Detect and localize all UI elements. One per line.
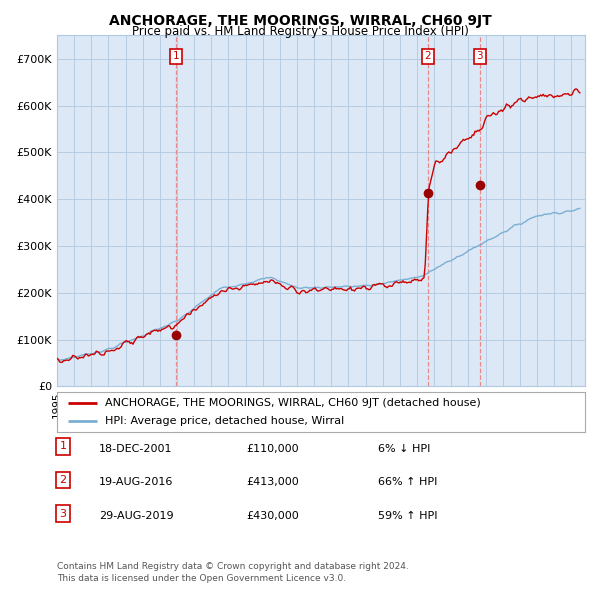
Text: ANCHORAGE, THE MOORINGS, WIRRAL, CH60 9JT (detached house): ANCHORAGE, THE MOORINGS, WIRRAL, CH60 9J… (104, 398, 480, 408)
Text: Contains HM Land Registry data © Crown copyright and database right 2024.: Contains HM Land Registry data © Crown c… (57, 562, 409, 571)
Text: 18-DEC-2001: 18-DEC-2001 (99, 444, 173, 454)
Text: £430,000: £430,000 (246, 511, 299, 521)
Text: 6% ↓ HPI: 6% ↓ HPI (378, 444, 430, 454)
Text: HPI: Average price, detached house, Wirral: HPI: Average price, detached house, Wirr… (104, 416, 344, 426)
Text: 1: 1 (59, 441, 67, 451)
Text: 29-AUG-2019: 29-AUG-2019 (99, 511, 173, 521)
Text: 66% ↑ HPI: 66% ↑ HPI (378, 477, 437, 487)
Text: 59% ↑ HPI: 59% ↑ HPI (378, 511, 437, 521)
Text: £110,000: £110,000 (246, 444, 299, 454)
Text: Price paid vs. HM Land Registry's House Price Index (HPI): Price paid vs. HM Land Registry's House … (131, 25, 469, 38)
Text: 3: 3 (476, 51, 483, 61)
Text: 19-AUG-2016: 19-AUG-2016 (99, 477, 173, 487)
Text: 2: 2 (59, 475, 67, 485)
Text: 3: 3 (59, 509, 67, 519)
Text: This data is licensed under the Open Government Licence v3.0.: This data is licensed under the Open Gov… (57, 574, 346, 583)
Text: ANCHORAGE, THE MOORINGS, WIRRAL, CH60 9JT: ANCHORAGE, THE MOORINGS, WIRRAL, CH60 9J… (109, 14, 491, 28)
Text: 2: 2 (424, 51, 431, 61)
Text: £413,000: £413,000 (246, 477, 299, 487)
Text: 1: 1 (173, 51, 179, 61)
